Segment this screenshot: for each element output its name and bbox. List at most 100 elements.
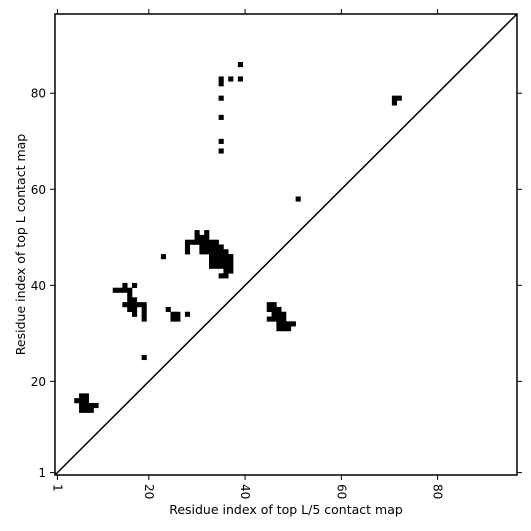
- contact-top-l-cell: [213, 239, 219, 245]
- contact-top-l5-cell: [276, 306, 282, 313]
- contact-top-l-cell: [117, 287, 123, 293]
- y-tick-label: 80: [31, 87, 46, 101]
- contact-top-l-cell: [127, 297, 133, 303]
- x-tick-label: 40: [238, 484, 252, 499]
- contact-top-l5-cell: [281, 321, 287, 327]
- contact-top-l5-cell: [286, 326, 292, 332]
- contact-top-l-cell: [127, 306, 133, 313]
- contact-top-l-cell: [204, 234, 210, 240]
- contact-top-l-cell: [170, 316, 176, 322]
- contact-top-l-cell: [79, 398, 85, 404]
- contact-top-l-cell: [218, 258, 224, 265]
- contact-top-l-cell: [83, 398, 89, 404]
- contact-cells-layer: [74, 62, 402, 413]
- contact-top-l-cell: [218, 138, 224, 144]
- contact-top-l-cell: [79, 407, 85, 413]
- contact-top-l-cell: [93, 402, 99, 409]
- contact-top-l5-cell: [266, 302, 272, 308]
- contact-top-l5-cell: [276, 316, 282, 322]
- contact-top-l-cell: [223, 258, 229, 265]
- contact-top-l-cell: [122, 282, 128, 289]
- contact-top-l-cell: [228, 268, 234, 274]
- contact-top-l-cell: [218, 273, 224, 279]
- contact-top-l5-cell: [266, 316, 272, 322]
- contact-top-l5-cell: [281, 326, 287, 332]
- contact-top-l5-cell: [281, 316, 287, 322]
- contact-top-l5-cell: [286, 321, 292, 327]
- contact-top-l-cell: [218, 249, 224, 255]
- contact-top-l-cell: [189, 239, 195, 245]
- contact-top-l-cell: [228, 258, 234, 265]
- contact-top-l-cell: [184, 239, 191, 245]
- contact-top-l-cell: [223, 273, 229, 279]
- contact-top-l-cell: [83, 402, 89, 409]
- contact-top-l-cell: [228, 76, 234, 82]
- contact-top-l-cell: [223, 249, 229, 255]
- contact-top-l-cell: [74, 398, 80, 404]
- y-tick-label: 40: [31, 279, 46, 293]
- contact-top-l-cell: [204, 239, 210, 245]
- contact-top-l-cell: [141, 354, 147, 361]
- contact-top-l-cell: [209, 263, 215, 269]
- contact-top-l5-cell: [276, 311, 282, 317]
- contact-top-l-cell: [141, 311, 147, 317]
- contact-top-l-cell: [141, 302, 147, 308]
- contact-top-l-cell: [218, 95, 224, 101]
- contact-top-l5-cell: [271, 306, 277, 313]
- contact-top-l-cell: [209, 254, 215, 260]
- contact-top-l-cell: [237, 62, 243, 68]
- contact-top-l-cell: [237, 76, 243, 82]
- contact-top-l-cell: [199, 249, 205, 255]
- contact-top-l-cell: [218, 76, 224, 82]
- x-tick-label: 1: [50, 484, 64, 492]
- plot-frame: [54, 13, 518, 476]
- contact-top-l-cell: [204, 249, 210, 255]
- contact-top-l5-cell: [290, 321, 296, 327]
- contact-top-l-cell: [194, 239, 200, 245]
- contact-top-l-cell: [112, 287, 118, 293]
- contact-top-l-cell: [160, 254, 166, 260]
- contact-top-l-cell: [194, 230, 200, 236]
- contact-top-l-cell: [391, 100, 397, 106]
- contact-top-l-cell: [127, 287, 133, 293]
- contact-top-l-cell: [122, 302, 128, 308]
- contact-top-l-cell: [170, 311, 176, 317]
- contact-top-l-cell: [184, 249, 191, 255]
- contact-top-l-cell: [199, 244, 205, 250]
- contact-top-l-cell: [209, 244, 215, 250]
- contact-top-l5-cell: [271, 311, 277, 317]
- contact-top-l-cell: [199, 239, 205, 245]
- y-axis-label: Residue index of top L contact map: [13, 134, 28, 355]
- contact-top-l-cell: [218, 244, 224, 250]
- contact-top-l-cell: [83, 407, 89, 413]
- contact-top-l-cell: [122, 287, 128, 293]
- contact-top-l-cell: [391, 95, 397, 101]
- contact-top-l-cell: [165, 306, 171, 313]
- contact-top-l-cell: [204, 230, 210, 236]
- contact-top-l5-cell: [276, 321, 282, 327]
- contact-top-l-cell: [184, 244, 191, 250]
- contact-top-l-cell: [132, 282, 138, 289]
- x-axis-label: Residue index of top L/5 contact map: [169, 502, 403, 517]
- contact-top-l-cell: [209, 239, 215, 245]
- contact-top-l-cell: [213, 244, 219, 250]
- y-tick-label: 1: [38, 466, 46, 480]
- contact-top-l-cell: [218, 254, 224, 260]
- x-tick-label: 80: [431, 484, 445, 499]
- contact-top-l-cell: [141, 306, 147, 313]
- contact-top-l5-cell: [271, 302, 277, 308]
- contact-top-l-cell: [88, 402, 94, 409]
- contact-top-l-cell: [218, 114, 224, 120]
- contact-top-l-cell: [194, 234, 200, 240]
- y-tick-label: 60: [31, 183, 46, 197]
- y-tick-label: 20: [31, 375, 46, 389]
- contact-top-l5-cell: [266, 306, 272, 313]
- contact-top-l5-cell: [276, 326, 282, 332]
- contact-top-l-cell: [175, 316, 181, 322]
- contact-top-l-cell: [228, 254, 234, 260]
- contact-top-l-cell: [223, 268, 229, 274]
- contact-top-l-cell: [209, 249, 215, 255]
- contact-top-l-cell: [88, 407, 94, 413]
- contact-top-l-cell: [175, 311, 181, 317]
- contact-top-l-cell: [79, 402, 85, 409]
